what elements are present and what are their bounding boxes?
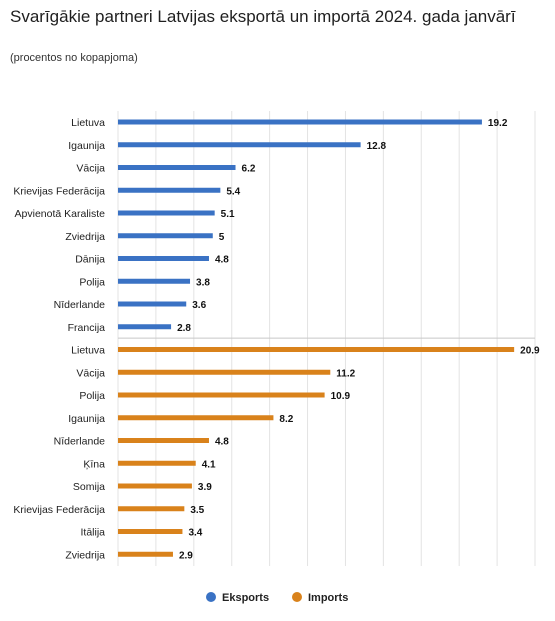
legend-marker: [292, 592, 302, 602]
legend-label: Imports: [308, 592, 348, 604]
bar: [118, 210, 215, 216]
bar: [118, 324, 172, 330]
data-label: 3.4: [188, 528, 202, 539]
category-label: Nīderlande: [54, 436, 106, 448]
category-label: Krievijas Federācija: [13, 185, 105, 197]
data-label: 8.2: [279, 414, 293, 425]
category-label: Ķīna: [83, 458, 105, 470]
data-label: 4.8: [215, 437, 229, 448]
category-label: Krievijas Federācija: [13, 504, 105, 516]
category-label: Dānija: [75, 254, 105, 266]
bar: [118, 347, 515, 352]
category-label: Lietuva: [71, 345, 105, 357]
data-label: 12.8: [367, 141, 387, 152]
category-label: Polija: [79, 276, 105, 288]
data-label: 3.8: [196, 277, 210, 288]
bar: [118, 506, 185, 512]
data-label: 2.8: [177, 323, 191, 334]
data-label: 11.2: [336, 368, 355, 379]
data-label: 4.1: [202, 459, 216, 470]
legend-label: Eksports: [222, 592, 269, 604]
category-label: Vācija: [76, 367, 105, 379]
data-label: 19.2: [488, 118, 508, 129]
category-label: Polija: [79, 390, 105, 402]
bar: [118, 256, 209, 261]
data-label: 4.8: [215, 255, 229, 266]
category-label: Zviedrija: [65, 231, 105, 243]
bar: [118, 187, 221, 193]
bar: [118, 483, 192, 489]
data-label: 3.6: [192, 300, 206, 311]
bar: [118, 119, 482, 125]
data-label: 3.5: [190, 505, 204, 516]
legend-marker: [206, 592, 216, 602]
bar: [118, 233, 213, 239]
bar: [118, 551, 173, 557]
category-label: Vācija: [76, 163, 105, 175]
bar: [118, 142, 361, 148]
bar: [118, 529, 183, 534]
category-label: Francija: [68, 322, 106, 334]
category-label: Zviedrija: [65, 549, 105, 561]
data-label: 20.9: [520, 346, 540, 357]
bar: [118, 415, 274, 421]
bar: [118, 438, 209, 443]
bar: [118, 460, 196, 466]
bar: [118, 392, 325, 398]
category-label: Nīderlande: [54, 299, 106, 311]
category-label: Itālija: [80, 527, 105, 539]
category-label: Lietuva: [71, 117, 105, 129]
bar: [118, 165, 236, 170]
data-label: 5: [219, 232, 225, 243]
data-label: 5.1: [221, 209, 235, 220]
category-label: Apvienotā Karaliste: [15, 208, 106, 220]
category-label: Somija: [73, 481, 105, 493]
bar: [118, 301, 187, 307]
bar: [118, 369, 331, 375]
category-label: Igaunija: [68, 413, 105, 425]
bar: [118, 278, 191, 284]
chart-subtitle: (procentos no kopapjoma): [10, 52, 138, 64]
data-label: 10.9: [331, 391, 351, 402]
data-label: 6.2: [242, 164, 256, 175]
category-label: Igaunija: [68, 140, 105, 152]
data-label: 3.9: [198, 482, 212, 493]
data-label: 5.4: [226, 186, 240, 197]
chart-title: Svarīgākie partneri Latvijas eksportā un…: [10, 7, 516, 26]
data-label: 2.9: [179, 550, 193, 561]
